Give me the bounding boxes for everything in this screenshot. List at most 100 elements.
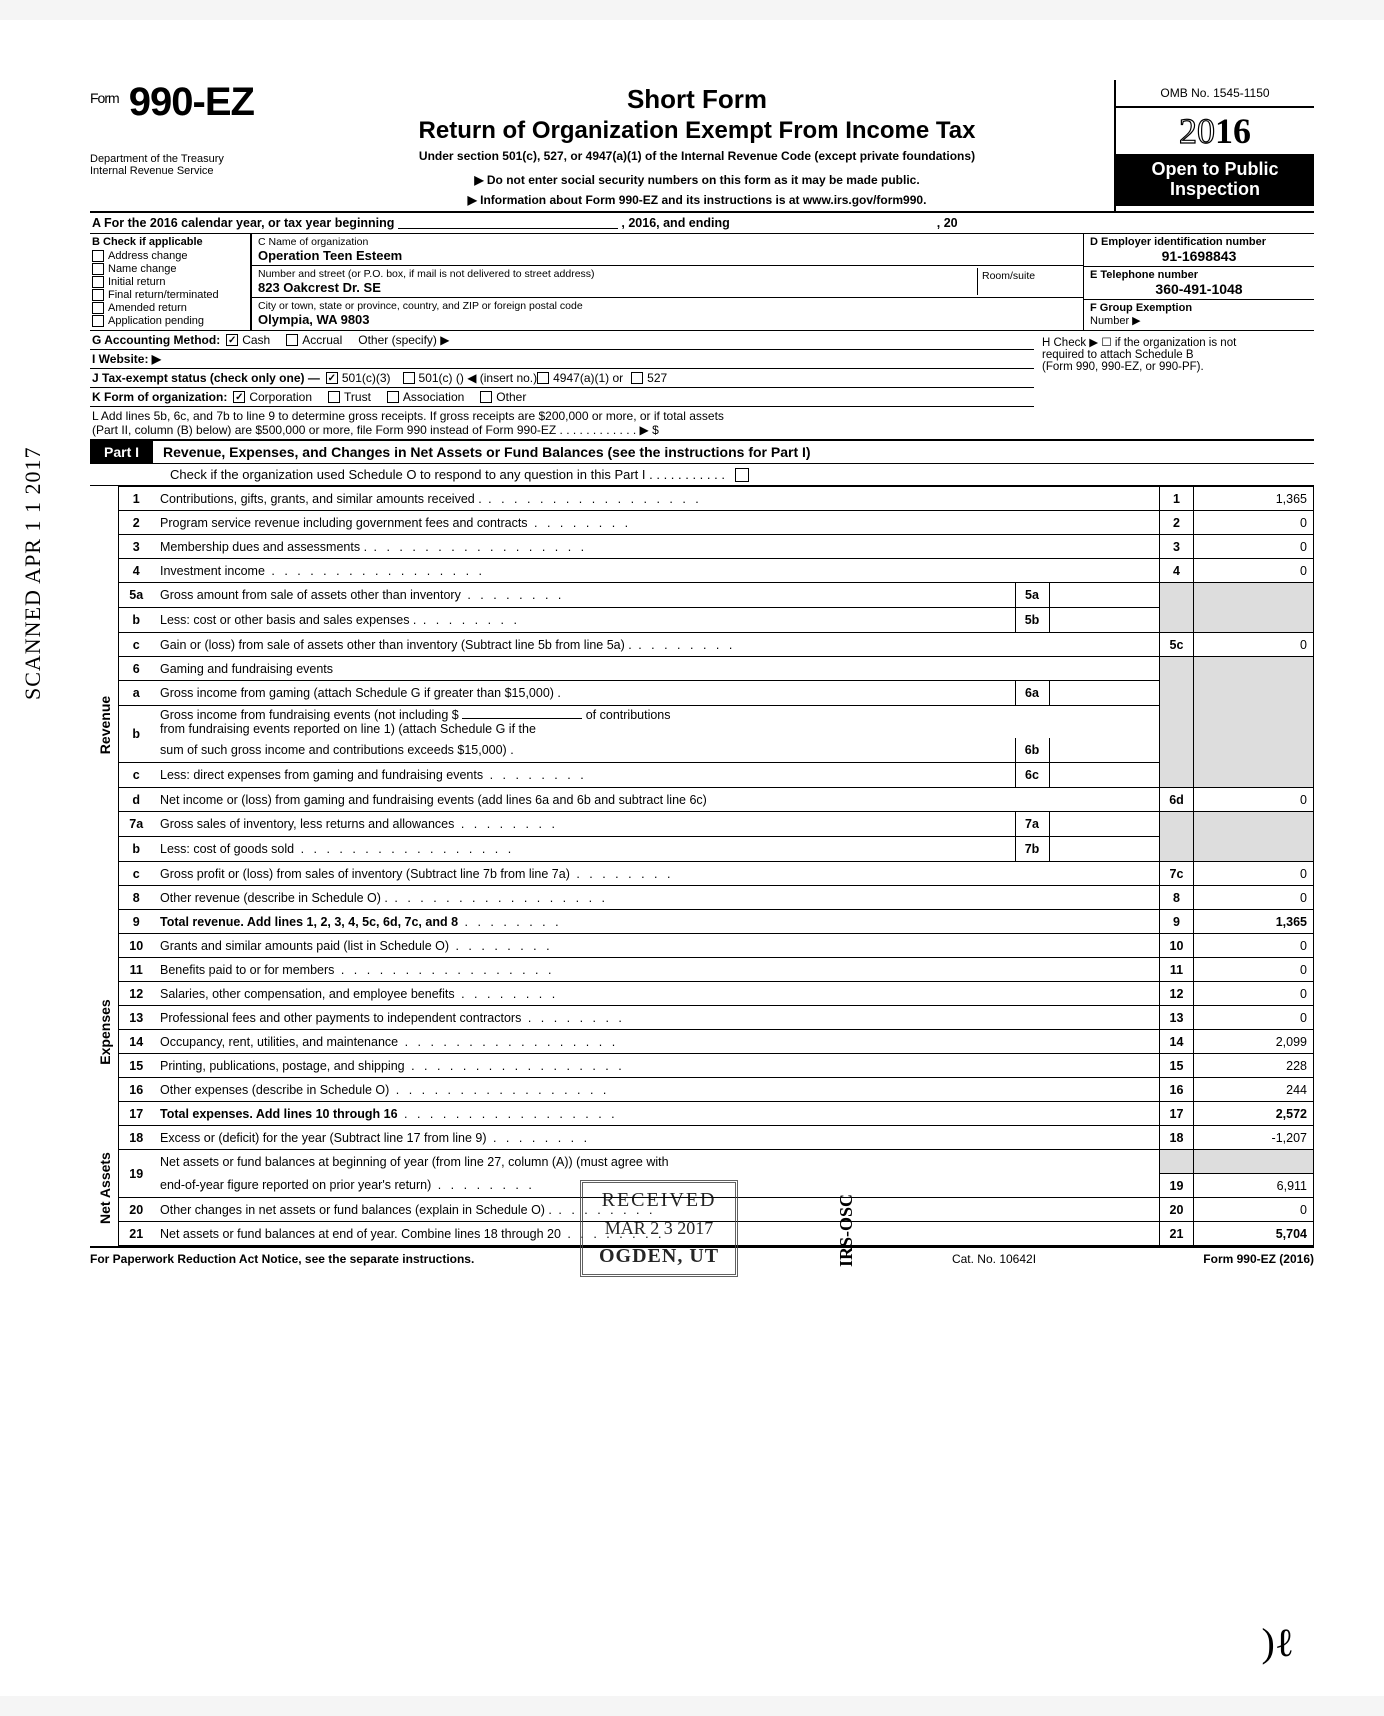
- line-5c-desc: Gain or (loss) from sale of assets other…: [154, 633, 1160, 657]
- chk-cash[interactable]: ✓: [226, 334, 238, 346]
- year-prefix: 20: [1179, 111, 1215, 151]
- h-line1: H Check ▶ ☐ if the organization is not: [1042, 335, 1310, 349]
- line-14-amt: 2,099: [1194, 1030, 1314, 1054]
- line-7c-amt: 0: [1194, 862, 1314, 886]
- col-de: D Employer identification number 91-1698…: [1084, 234, 1314, 330]
- short-form: Short Form: [288, 84, 1106, 115]
- chk-527[interactable]: [631, 372, 643, 384]
- part1-header: Part I Revenue, Expenses, and Changes in…: [90, 439, 1314, 464]
- line-5b-desc: Less: cost or other basis and sales expe…: [154, 608, 1015, 632]
- row-k-label: K Form of organization:: [92, 390, 227, 404]
- chk-name-change[interactable]: [92, 263, 104, 275]
- line-21-amt: 5,704: [1194, 1222, 1314, 1246]
- tel-val: 360-491-1048: [1090, 281, 1308, 297]
- scanned-stamp: SCANNED APR 1 1 2017: [20, 447, 46, 700]
- line-13-desc: Professional fees and other payments to …: [154, 1006, 1160, 1030]
- lbl-other-org: Other: [496, 390, 526, 404]
- line-15-desc: Printing, publications, postage, and shi…: [154, 1054, 1160, 1078]
- chk-initial-return[interactable]: [92, 276, 104, 288]
- line-19a-desc: Net assets or fund balances at beginning…: [154, 1150, 1160, 1174]
- line-3-desc: Membership dues and assessments .: [154, 535, 1160, 559]
- chk-final-return[interactable]: [92, 289, 104, 301]
- line-2-desc: Program service revenue including govern…: [154, 511, 1160, 535]
- tax-year: 2016: [1116, 108, 1314, 154]
- under-section: Under section 501(c), 527, or 4947(a)(1)…: [288, 149, 1106, 163]
- line-13-amt: 0: [1194, 1006, 1314, 1030]
- lbl-final-return: Final return/terminated: [108, 289, 219, 301]
- line-9-amt: 1,365: [1194, 910, 1314, 934]
- block-g-l: G Accounting Method: ✓ Cash Accrual Othe…: [90, 331, 1314, 439]
- footer: For Paperwork Reduction Act Notice, see …: [90, 1246, 1314, 1266]
- h-line2: required to attach Schedule B: [1042, 349, 1310, 361]
- chk-corp[interactable]: ✓: [233, 391, 245, 403]
- arrow-line-2: ▶ Information about Form 990-EZ and its …: [288, 193, 1106, 207]
- row-k: K Form of organization: ✓ Corporation Tr…: [90, 388, 1034, 407]
- chk-trust[interactable]: [328, 391, 340, 403]
- city-lbl: City or town, state or province, country…: [258, 300, 1077, 312]
- line-3-amt: 0: [1194, 535, 1314, 559]
- part1-title: Revenue, Expenses, and Changes in Net As…: [153, 444, 811, 460]
- side-netassets: Net Assets: [97, 1154, 113, 1224]
- part1-sub-checkbox[interactable]: [735, 468, 749, 482]
- line-17-amt: 2,572: [1194, 1102, 1314, 1126]
- chk-application-pending[interactable]: [92, 315, 104, 327]
- line-16-desc: Other expenses (describe in Schedule O): [154, 1078, 1160, 1102]
- chk-other-org[interactable]: [480, 391, 492, 403]
- chk-501c3[interactable]: ✓: [326, 372, 338, 384]
- row-g: G Accounting Method: ✓ Cash Accrual Othe…: [90, 331, 1034, 350]
- row-l-1: L Add lines 5b, 6c, and 7b to line 9 to …: [92, 409, 1032, 423]
- row-a-blank1[interactable]: [398, 219, 618, 229]
- form-page: SCANNED APR 1 1 2017 Form 990-EZ Departm…: [0, 20, 1384, 1696]
- line-5a-desc: Gross amount from sale of assets other t…: [154, 583, 1015, 607]
- org-name-row: C Name of organization Operation Teen Es…: [252, 234, 1083, 266]
- line-20-amt: 0: [1194, 1198, 1314, 1222]
- line-4-desc: Investment income: [154, 559, 1160, 583]
- arrow-line-1: ▶ Do not enter social security numbers o…: [288, 173, 1106, 187]
- form-number-cell: Form 990-EZ Department of the Treasury I…: [90, 80, 280, 211]
- footer-cat: Cat. No. 10642I: [894, 1252, 1094, 1266]
- chk-amended-return[interactable]: [92, 302, 104, 314]
- line-6-desc: Gaming and fundraising events: [154, 657, 1160, 681]
- chk-assoc[interactable]: [387, 391, 399, 403]
- line-17-desc: Total expenses. Add lines 10 through 16: [154, 1102, 1160, 1126]
- row-g-label: G Accounting Method:: [92, 333, 220, 347]
- dept2: Internal Revenue Service: [90, 165, 272, 177]
- chk-accrual[interactable]: [286, 334, 298, 346]
- year-cell: OMB No. 1545-1150 2016 Open to Public In…: [1114, 80, 1314, 211]
- org-name-lbl: C Name of organization: [258, 236, 1077, 248]
- lbl-527: 527: [647, 371, 667, 385]
- row-a-text3: , 20: [937, 216, 958, 230]
- lbl-trust: Trust: [344, 390, 371, 404]
- chk-address-change[interactable]: [92, 250, 104, 262]
- lbl-other-spec: Other (specify) ▶: [358, 333, 449, 347]
- line-11-desc: Benefits paid to or for members: [154, 958, 1160, 982]
- line-8-amt: 0: [1194, 886, 1314, 910]
- part1-sub-text: Check if the organization used Schedule …: [170, 467, 725, 482]
- line-12-amt: 0: [1194, 982, 1314, 1006]
- tel-lbl: E Telephone number: [1090, 269, 1308, 281]
- year-bold: 16: [1215, 111, 1251, 151]
- footer-right: Form 990-EZ (2016): [1094, 1252, 1314, 1266]
- block-b-f: B Check if applicable Address change Nam…: [90, 234, 1314, 331]
- return-title: Return of Organization Exempt From Incom…: [288, 117, 1106, 145]
- footer-left: For Paperwork Reduction Act Notice, see …: [90, 1252, 894, 1266]
- line-20-desc: Other changes in net assets or fund bala…: [154, 1198, 1160, 1222]
- line-12-desc: Salaries, other compensation, and employ…: [154, 982, 1160, 1006]
- line-7c-desc: Gross profit or (loss) from sales of inv…: [154, 862, 1160, 886]
- line-19-amt: 6,911: [1194, 1174, 1314, 1198]
- line-15-amt: 228: [1194, 1054, 1314, 1078]
- line-7b-desc: Less: cost of goods sold: [154, 837, 1015, 861]
- chk-4947[interactable]: [537, 372, 549, 384]
- form-number: Form 990-EZ: [90, 80, 272, 125]
- line-6b-desc3: from fundraising events reported on line…: [160, 722, 536, 736]
- line-5c-amt: 0: [1194, 633, 1314, 657]
- line-1-amt: 1,365: [1194, 487, 1314, 511]
- part1-tag: Part I: [90, 441, 153, 463]
- line-9-desc: Total revenue. Add lines 1, 2, 3, 4, 5c,…: [154, 910, 1160, 934]
- chk-501c[interactable]: [403, 372, 415, 384]
- side-revenue: Revenue: [97, 690, 113, 760]
- row-j-label: J Tax-exempt status (check only one) —: [92, 371, 320, 385]
- lbl-insert: ) ◀ (insert no.): [460, 371, 537, 385]
- city-row: City or town, state or province, country…: [252, 298, 1083, 329]
- group-exempt-lbl2: Number ▶: [1090, 314, 1308, 327]
